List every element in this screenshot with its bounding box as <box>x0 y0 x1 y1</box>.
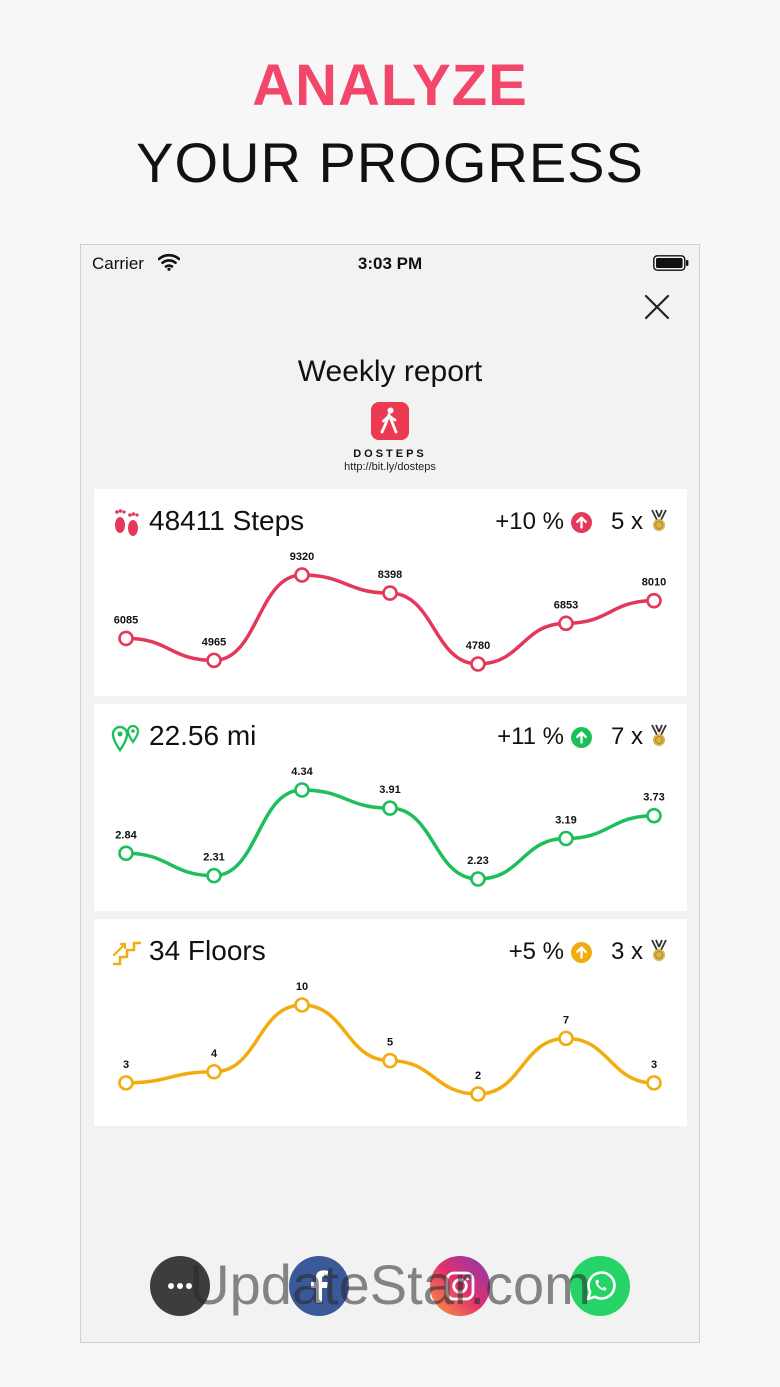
data-label: 4 <box>211 1048 218 1060</box>
data-point <box>646 592 662 609</box>
more-share-button[interactable] <box>150 1256 210 1316</box>
data-label: 3 <box>651 1059 657 1071</box>
headline-analyze: ANALYZE <box>252 53 528 118</box>
data-label: 2.31 <box>203 852 224 864</box>
steps-value: 48411 Steps <box>149 505 305 536</box>
footprints-icon <box>115 509 139 536</box>
data-label: 6853 <box>554 599 578 611</box>
close-button[interactable] <box>643 293 671 321</box>
clock: 3:03 PM <box>357 254 423 273</box>
facebook-icon <box>311 1270 328 1303</box>
app-logo-walker-icon <box>371 402 409 440</box>
battery-icon <box>653 255 689 271</box>
data-point <box>558 830 574 847</box>
steps-card: 48411 Steps +10 % 5 x 6085 4965 9320 8398 47… <box>94 489 687 696</box>
phone-screen: Carrier 3:03 PM Weekly report DOSTEPS ht… <box>80 244 700 1343</box>
carrier-label: Carrier <box>92 254 144 273</box>
floors-medals: 3 x <box>610 938 643 965</box>
data-point <box>118 845 134 862</box>
data-label: 7 <box>563 1014 569 1026</box>
data-point <box>470 871 486 887</box>
series-line <box>124 1003 656 1096</box>
distance-card: 22.56 mi +11 % 7 x 2.84 2.31 4.34 3.91 2.23 3… <box>94 704 687 911</box>
data-label: 10 <box>296 981 308 993</box>
distance-value: 22.56 mi <box>149 720 257 751</box>
data-label: 4780 <box>466 640 490 652</box>
data-point <box>646 1075 662 1091</box>
floors-card: 34 Floors +5 % 3 x 3 4 10 5 2 7 3 <box>94 919 687 1126</box>
data-label: 2 <box>475 1070 481 1082</box>
status-bar: Carrier 3:03 PM <box>81 245 699 281</box>
steps-medals: 5 x <box>610 508 643 535</box>
floors-change: +5 % <box>508 938 564 965</box>
map-pin-icon <box>111 724 140 752</box>
data-point <box>206 867 222 884</box>
data-point <box>206 1063 222 1080</box>
medal-icon <box>651 509 667 531</box>
steps-chart: 6085 4965 9320 8398 4780 6853 8010 <box>114 551 666 672</box>
steps-change: +10 % <box>495 508 564 535</box>
facebook-share-button[interactable] <box>289 1256 349 1316</box>
arrow-up-circle-icon <box>571 512 592 533</box>
data-point <box>646 807 662 824</box>
data-label: 6085 <box>114 614 138 626</box>
data-point <box>558 1030 574 1047</box>
arrow-up-circle-icon <box>571 942 592 963</box>
data-point <box>294 567 310 583</box>
whatsapp-share-button[interactable] <box>570 1256 630 1316</box>
data-label: 4965 <box>202 636 226 648</box>
ellipsis-icon <box>168 1283 192 1289</box>
data-point <box>470 656 486 672</box>
instagram-share-button[interactable] <box>430 1256 490 1316</box>
headline-your-progress: YOUR PROGRESS <box>136 131 644 194</box>
medal-icon <box>651 724 667 746</box>
data-point <box>294 782 310 798</box>
arrow-up-circle-icon <box>571 727 592 748</box>
share-bar <box>0 1256 780 1318</box>
data-label: 3.73 <box>643 792 664 804</box>
data-label: 2.84 <box>115 829 137 841</box>
medal-icon <box>651 939 667 961</box>
data-label: 9320 <box>290 551 314 563</box>
data-point <box>558 615 574 632</box>
floors-value: 34 Floors <box>149 935 266 966</box>
distance-medals: 7 x <box>610 723 643 750</box>
data-label: 3.19 <box>555 815 576 827</box>
app-name: DOSTEPS <box>353 448 427 460</box>
wifi-icon <box>158 253 180 271</box>
report-title: Weekly report <box>297 355 483 388</box>
data-point <box>118 1075 134 1091</box>
data-point <box>382 800 398 816</box>
whatsapp-icon <box>586 1271 616 1301</box>
data-point <box>382 585 398 601</box>
app-link[interactable]: http://bit.ly/dosteps <box>344 461 436 473</box>
floors-chart: 3 4 10 5 2 7 3 <box>118 981 662 1102</box>
stairs-icon <box>112 941 141 966</box>
data-label: 3.91 <box>379 784 400 796</box>
data-point <box>206 652 222 669</box>
distance-change: +11 % <box>497 723 564 750</box>
data-label: 4.34 <box>291 766 313 778</box>
data-point <box>382 1052 398 1069</box>
data-label: 3 <box>123 1059 129 1071</box>
data-point <box>118 630 134 647</box>
data-label: 8010 <box>642 577 666 589</box>
distance-chart: 2.84 2.31 4.34 3.91 2.23 3.19 3.73 <box>115 766 665 887</box>
data-label: 8398 <box>378 569 402 581</box>
data-point <box>294 997 310 1013</box>
data-point <box>470 1086 486 1102</box>
instagram-icon <box>445 1271 475 1301</box>
data-label: 5 <box>387 1037 393 1049</box>
data-label: 2.23 <box>467 855 488 867</box>
